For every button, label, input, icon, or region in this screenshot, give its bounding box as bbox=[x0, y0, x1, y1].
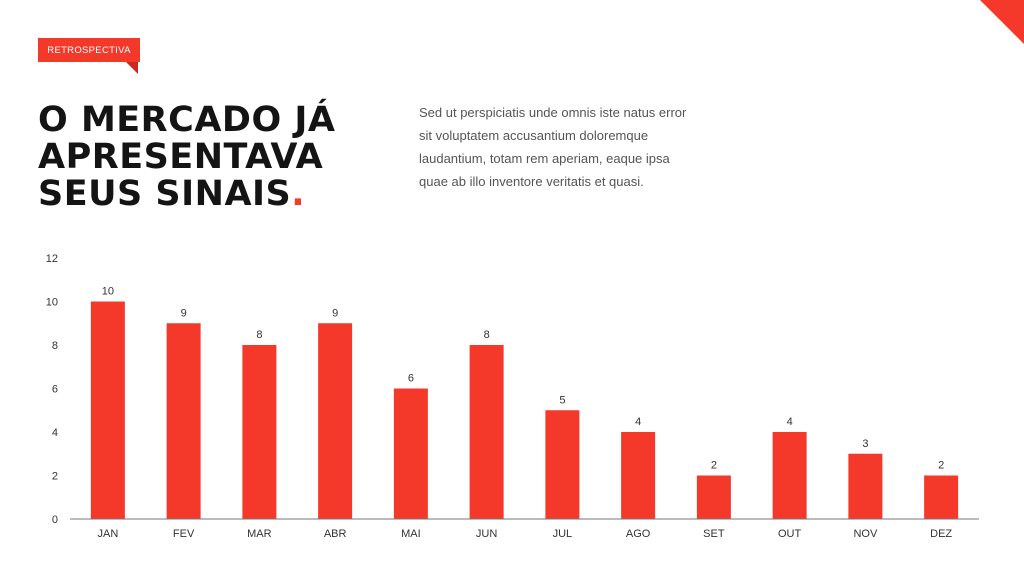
x-tick-label: ABR bbox=[324, 528, 347, 540]
y-tick-label: 12 bbox=[46, 253, 58, 265]
data-label: 9 bbox=[332, 307, 338, 319]
x-tick-label: NOV bbox=[853, 528, 878, 540]
y-tick-label: 10 bbox=[46, 297, 58, 309]
y-axis-ticks: 0 2 4 6 8 10 12 bbox=[46, 253, 58, 526]
bar-mai bbox=[393, 388, 428, 519]
x-tick-label: SET bbox=[703, 528, 725, 540]
data-label: 2 bbox=[938, 460, 944, 472]
bar-jun bbox=[469, 345, 504, 519]
title-line-3: SEUS SINAIS. bbox=[38, 176, 336, 213]
bar-mar bbox=[242, 345, 277, 519]
bar-fev bbox=[166, 323, 201, 519]
y-tick-label: 0 bbox=[52, 514, 58, 526]
x-tick-label: JAN bbox=[97, 528, 118, 540]
data-label: 6 bbox=[408, 373, 414, 385]
bar-dez bbox=[924, 475, 959, 519]
data-labels: 10 9 8 9 6 8 5 4 2 4 3 2 bbox=[102, 286, 944, 472]
data-label: 9 bbox=[181, 307, 187, 319]
chart-bars bbox=[90, 301, 959, 519]
section-tag-label: RETROSPECTIVA bbox=[47, 44, 131, 56]
bar-jan bbox=[90, 301, 125, 519]
title-line-1: O MERCADO JÁ bbox=[38, 100, 336, 140]
bar-set bbox=[696, 475, 731, 519]
data-label: 5 bbox=[559, 394, 565, 406]
data-label: 8 bbox=[484, 329, 490, 341]
bar-jul bbox=[545, 410, 580, 519]
title-line-3-text: SEUS SINAIS bbox=[38, 174, 292, 214]
title-accent-dot: . bbox=[291, 174, 306, 214]
bar-ago bbox=[621, 432, 656, 519]
page-title: O MERCADO JÁ APRESENTAVA SEUS SINAIS. bbox=[38, 102, 336, 213]
bar-nov bbox=[848, 453, 883, 519]
bar-out bbox=[772, 432, 807, 519]
x-tick-label: JUL bbox=[553, 528, 573, 540]
section-tag-fold bbox=[126, 62, 138, 74]
section-tag: RETROSPECTIVA bbox=[38, 38, 140, 62]
body-paragraph: Sed ut perspiciatis unde omnis iste natu… bbox=[419, 105, 687, 189]
x-tick-label: OUT bbox=[778, 528, 802, 540]
x-tick-label: MAR bbox=[247, 528, 272, 540]
x-tick-label: JUN bbox=[476, 528, 497, 540]
x-tick-label: MAI bbox=[401, 528, 421, 540]
y-tick-label: 6 bbox=[52, 384, 58, 396]
y-tick-label: 4 bbox=[52, 427, 58, 439]
title-line-2: APRESENTAVA bbox=[38, 137, 324, 177]
x-tick-label: DEZ bbox=[930, 528, 952, 540]
x-axis-labels: JAN FEV MAR ABR MAI JUN JUL AGO SET OUT NOV DEZ bbox=[97, 528, 952, 540]
y-tick-label: 2 bbox=[52, 471, 58, 483]
data-label: 2 bbox=[711, 460, 717, 472]
bar-abr bbox=[318, 323, 353, 519]
x-tick-label: AGO bbox=[626, 528, 651, 540]
data-label: 4 bbox=[635, 416, 641, 428]
data-label: 10 bbox=[102, 286, 114, 298]
x-tick-label: FEV bbox=[173, 528, 195, 540]
y-tick-label: 8 bbox=[52, 340, 58, 352]
corner-accent bbox=[980, 0, 1024, 44]
data-label: 3 bbox=[862, 438, 868, 450]
data-label: 4 bbox=[787, 416, 793, 428]
data-label: 8 bbox=[256, 329, 262, 341]
